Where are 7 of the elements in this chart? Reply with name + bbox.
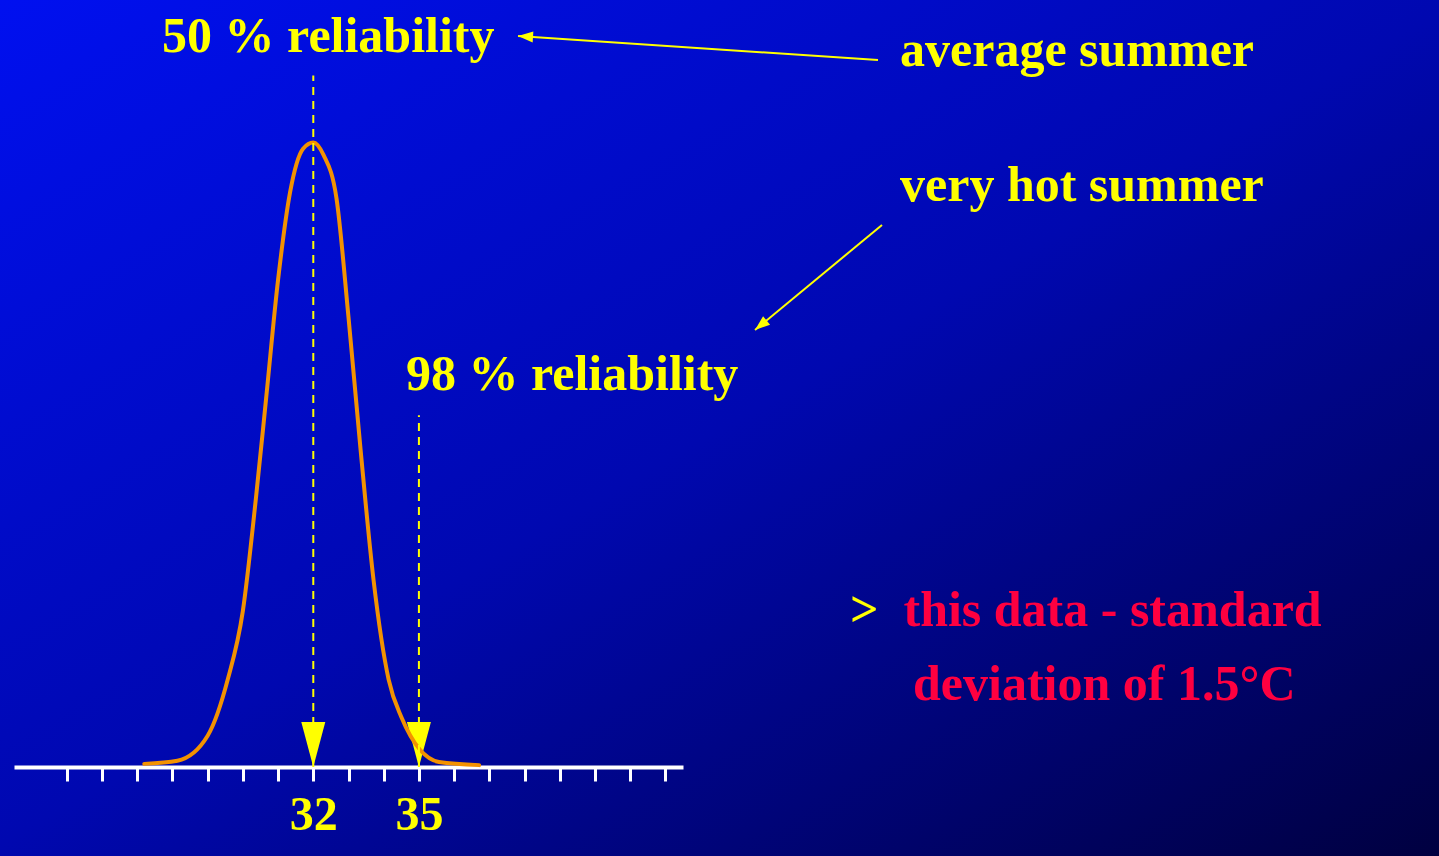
text: average summer [900, 20, 1255, 78]
text: > this data - standard deviation of 1.5°C [850, 580, 1323, 713]
x-tick-label: 32 [289, 786, 338, 840]
ref-line-label: 50 % reliability [162, 7, 495, 64]
x-tick-label: 35 [395, 786, 444, 840]
ref-line-label: 98 % reliability [405, 345, 739, 402]
text: very hot summer [900, 155, 1264, 213]
